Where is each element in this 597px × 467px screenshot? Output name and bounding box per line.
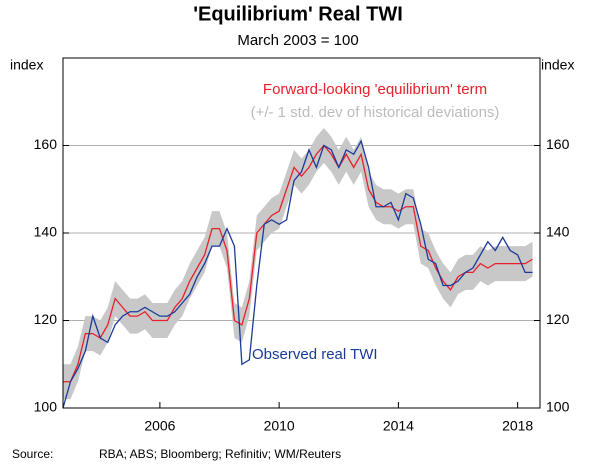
x-tick-label: 2006 [144, 418, 175, 434]
legend-label: Observed real TWI [252, 346, 378, 363]
y-tick-label: 100 [34, 399, 58, 415]
series-line [62, 139, 533, 409]
y2-axis-label: index [541, 57, 574, 73]
x-tick-label: 2018 [502, 418, 533, 434]
x-tick-label: 2010 [264, 418, 295, 434]
y2-tick-label: 100 [546, 399, 570, 415]
y2-tick-label: 160 [546, 136, 570, 152]
x-tick-label: 2014 [383, 418, 414, 434]
chart-subtitle: March 2003 = 100 [237, 32, 358, 49]
chart-title: 'Equilibrium' Real TWI [193, 3, 403, 25]
y2-tick-label: 120 [546, 311, 570, 327]
source: RBA; ABS; Bloomberg; Refinitiv; WM/Reute… [99, 447, 341, 461]
y-axis-label: index [10, 57, 43, 73]
legend-label: Forward-looking 'equilibrium' term [263, 81, 487, 98]
y-tick-label: 140 [34, 224, 58, 240]
band-area [63, 128, 533, 400]
plot-frame [62, 57, 541, 409]
y-tick-label: 120 [34, 311, 58, 327]
y2-tick-label: 140 [546, 224, 570, 240]
source-label: Source: [12, 447, 53, 461]
y-tick-label: 160 [34, 136, 58, 152]
legend-label: (+/- 1 std. dev of historical deviations… [251, 104, 500, 121]
